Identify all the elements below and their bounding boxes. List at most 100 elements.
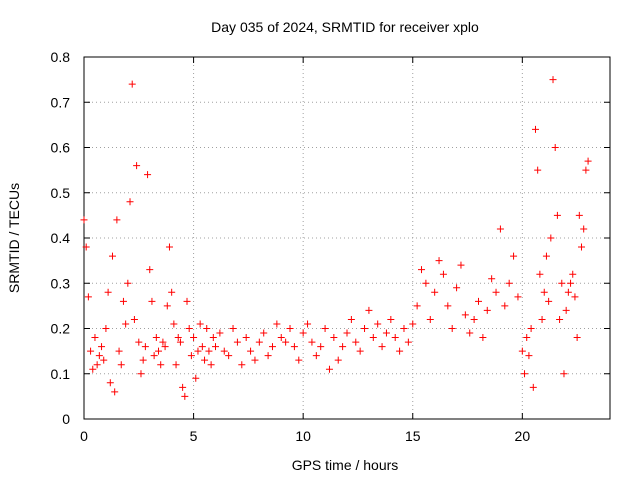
data-point (553, 211, 561, 219)
data-point (126, 198, 134, 206)
data-point (304, 320, 312, 328)
data-point (174, 334, 182, 342)
y-tick-label: 0.1 (51, 366, 71, 382)
data-point (128, 80, 136, 88)
data-point (216, 329, 224, 337)
data-points (80, 76, 592, 400)
data-point (540, 288, 548, 296)
data-point (201, 356, 209, 364)
data-point (378, 343, 386, 351)
y-tick-label: 0.7 (51, 94, 71, 110)
data-point (549, 76, 557, 84)
data-point (148, 297, 156, 305)
data-point (435, 257, 443, 265)
gridlines (84, 57, 610, 419)
data-point (152, 334, 160, 342)
data-point (141, 343, 149, 351)
data-point (545, 297, 553, 305)
data-point (150, 352, 158, 360)
data-point (521, 370, 529, 378)
y-tick-label: 0.5 (51, 185, 71, 201)
data-point (525, 352, 533, 360)
x-tick-label: 5 (190, 428, 198, 444)
data-point (492, 288, 500, 296)
data-point (111, 388, 119, 396)
data-point (361, 325, 369, 332)
data-point (496, 225, 504, 233)
data-point (104, 288, 112, 296)
data-point (488, 275, 496, 283)
data-point (155, 347, 163, 355)
data-point (130, 315, 138, 323)
y-tick-label: 0.4 (51, 230, 71, 246)
data-point (194, 347, 202, 355)
data-point (334, 356, 342, 364)
data-point (220, 347, 228, 355)
data-point (209, 334, 217, 342)
data-point (325, 365, 333, 373)
data-point (233, 338, 241, 346)
data-point (124, 279, 132, 287)
data-point (165, 243, 173, 251)
x-tick-label: 10 (295, 428, 311, 444)
data-point (339, 343, 347, 351)
data-point (277, 334, 285, 342)
data-point (95, 352, 103, 360)
data-point (242, 334, 250, 342)
data-point (139, 356, 147, 364)
data-point (238, 361, 246, 369)
data-point (518, 347, 526, 355)
data-point (172, 361, 180, 369)
data-point (146, 266, 154, 274)
data-point (584, 157, 592, 165)
data-point (457, 261, 465, 269)
data-point (87, 347, 95, 355)
data-point (564, 288, 572, 296)
data-point (187, 352, 195, 360)
data-point (207, 361, 215, 369)
data-point (501, 302, 509, 310)
axis-ticks (83, 56, 610, 420)
data-point (84, 293, 92, 301)
data-point (527, 325, 535, 332)
data-point (409, 320, 417, 328)
data-point (268, 343, 276, 351)
data-point (198, 343, 206, 351)
data-point (185, 325, 193, 332)
data-point (374, 320, 382, 328)
data-point (404, 338, 412, 346)
y-tick-label: 0.3 (51, 275, 71, 291)
data-point (529, 383, 537, 391)
data-point (163, 302, 171, 310)
data-point (286, 325, 294, 332)
data-point (115, 347, 123, 355)
data-point (534, 166, 542, 174)
data-point (453, 284, 461, 292)
chart-title: Day 035 of 2024, SRMTID for receiver xpl… (211, 19, 479, 35)
data-point (93, 361, 101, 369)
data-point (225, 352, 233, 360)
x-tick-label: 0 (80, 428, 88, 444)
data-point (347, 315, 355, 323)
y-axis-label: SRMTID / TECUs (6, 183, 22, 293)
data-point (578, 243, 586, 251)
data-point (569, 270, 577, 278)
data-point (470, 315, 478, 323)
data-point (161, 343, 169, 351)
data-point (299, 329, 307, 337)
data-point (251, 356, 259, 364)
data-point (203, 325, 211, 332)
data-point (122, 320, 130, 328)
data-point (290, 343, 298, 351)
data-point (82, 243, 90, 251)
data-point (282, 338, 290, 346)
data-point (98, 343, 106, 351)
data-point (159, 338, 167, 346)
data-point (418, 266, 426, 274)
data-point (466, 329, 474, 337)
data-point (255, 338, 263, 346)
data-point (102, 325, 110, 332)
x-axis-label: GPS time / hours (292, 457, 399, 473)
